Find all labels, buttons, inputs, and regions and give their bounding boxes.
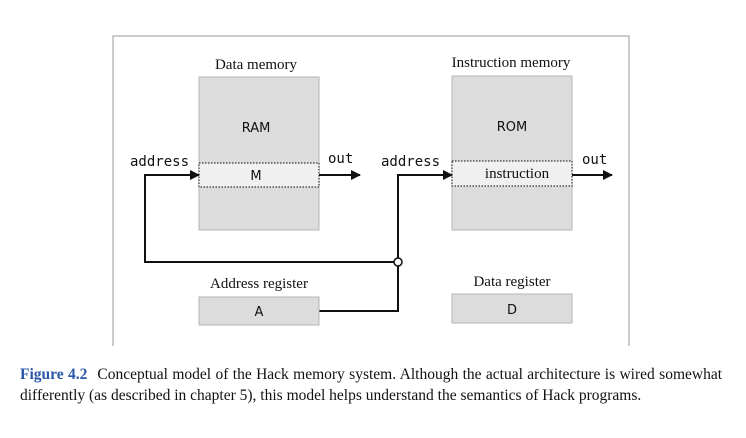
rom-block — [451, 75, 573, 231]
data-register-d-label: D — [507, 303, 517, 318]
a-register-output-wire — [319, 262, 399, 312]
instruction-memory-title: Instruction memory — [452, 55, 571, 71]
address-register-a — [198, 296, 320, 326]
data-register-title: Data register — [473, 274, 550, 290]
ram-block — [198, 76, 320, 231]
ram-register-m-label: M — [250, 169, 261, 184]
ram-label: RAM — [242, 121, 271, 136]
rom-address-label: address — [381, 154, 440, 170]
address-register-title: Address register — [210, 276, 308, 292]
rom-register-instruction-label: instruction — [485, 166, 550, 182]
figure-caption: Figure 4.2 Conceptual model of the Hack m… — [20, 364, 722, 406]
rom-address-wire — [397, 170, 453, 262]
diagram-frame — [112, 35, 630, 346]
rom-out-label: out — [582, 152, 607, 168]
ram-address-wire — [144, 170, 398, 263]
wire-junction — [393, 257, 403, 267]
address-register-a-label: A — [255, 305, 264, 320]
ram-address-label: address — [130, 154, 189, 170]
ram-register-m — [198, 162, 320, 188]
figure-label: Figure 4.2 — [20, 366, 88, 383]
figure-caption-text: Conceptual model of the Hack memory syst… — [20, 366, 723, 404]
data-memory-title: Data memory — [215, 57, 298, 73]
ram-out-label: out — [328, 151, 353, 167]
data-register-d — [451, 293, 573, 324]
rom-label: ROM — [497, 120, 527, 135]
rom-register-instruction — [451, 160, 573, 187]
